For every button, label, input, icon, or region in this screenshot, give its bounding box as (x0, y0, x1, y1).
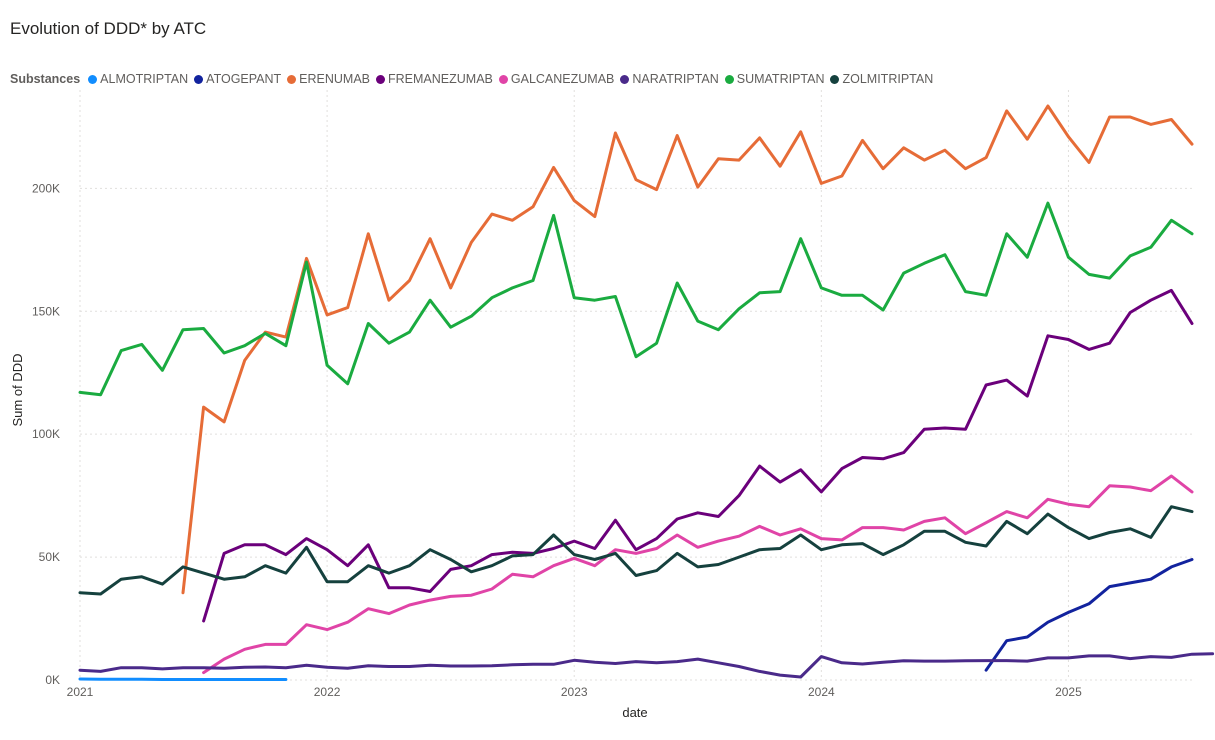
legend-dot-icon (376, 74, 386, 84)
legend-label: ERENUMAB (299, 72, 371, 86)
series-line-naratriptan (78, 652, 1215, 679)
legend-item-galcanezumab[interactable]: GALCANEZUMAB (498, 72, 615, 86)
series-line-erenumab (181, 104, 1194, 595)
legend-dot-icon (88, 74, 98, 84)
legend-dot-icon (194, 74, 204, 84)
x-tick-label: 2023 (561, 685, 588, 699)
y-tick-label: 50K (39, 550, 60, 564)
chart-legend: Substances ALMOTRIPTAN ATOGEPANT ERENUMA… (10, 72, 939, 86)
legend-item-almotriptan[interactable]: ALMOTRIPTAN (88, 72, 188, 86)
series-line-fremanezumab (202, 288, 1194, 623)
legend-label: ZOLMITRIPTAN (842, 72, 934, 86)
legend-label: ATOGEPANT (206, 72, 282, 86)
legend-title: Substances (10, 72, 81, 86)
legend-dot-icon (830, 74, 840, 84)
legend-item-sumatriptan[interactable]: SUMATRIPTAN (724, 72, 825, 86)
gridlines (79, 90, 1192, 681)
series-lines (78, 104, 1215, 681)
x-axis-title: date (622, 705, 647, 720)
y-axis: 0K 50K 100K 150K 200K (32, 181, 60, 687)
legend-label: FREMANEZUMAB (388, 72, 493, 86)
series-line-atogepant (984, 558, 1194, 672)
x-axis: 2021 2022 2023 2024 2025 (67, 685, 1082, 699)
series-line-zolmitriptan (78, 505, 1194, 596)
legend-item-erenumab[interactable]: ERENUMAB (287, 72, 370, 86)
x-tick-label: 2021 (67, 685, 94, 699)
chart-title: Evolution of DDD* by ATC (10, 19, 207, 38)
legend-item-fremanezumab[interactable]: FREMANEZUMAB (376, 72, 493, 86)
legend-label: SUMATRIPTAN (736, 72, 825, 86)
y-tick-label: 100K (32, 427, 60, 441)
x-tick-label: 2022 (314, 685, 341, 699)
legend-dot-icon (287, 74, 297, 84)
y-axis-title: Sum of DDD (10, 354, 25, 427)
legend-item-atogepant[interactable]: ATOGEPANT (194, 72, 281, 86)
legend-dot-icon (620, 74, 630, 84)
legend-dot-icon (724, 74, 734, 84)
legend-item-zolmitriptan[interactable]: ZOLMITRIPTAN (830, 72, 933, 86)
series-line-sumatriptan (78, 201, 1194, 397)
legend-label: GALCANEZUMAB (510, 72, 615, 86)
y-tick-label: 150K (32, 304, 60, 318)
x-tick-label: 2024 (808, 685, 835, 699)
series-line-almotriptan (78, 677, 288, 681)
legend-label: ALMOTRIPTAN (100, 72, 189, 86)
y-tick-label: 200K (32, 181, 60, 195)
legend-label: NARATRIPTAN (632, 72, 719, 86)
legend-item-naratriptan[interactable]: NARATRIPTAN (620, 72, 719, 86)
y-tick-label: 0K (45, 673, 60, 687)
x-tick-label: 2025 (1055, 685, 1082, 699)
legend-dot-icon (498, 74, 508, 84)
series-line-galcanezumab (202, 474, 1194, 675)
